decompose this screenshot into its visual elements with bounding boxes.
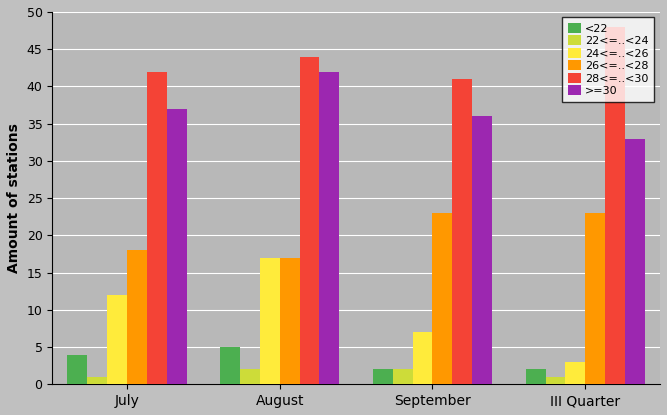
Y-axis label: Amount of stations: Amount of stations (7, 123, 21, 273)
Bar (319, 71, 340, 384)
Bar (240, 369, 260, 384)
Bar (373, 369, 393, 384)
Bar (167, 109, 187, 384)
Bar (147, 71, 167, 384)
Bar (127, 250, 147, 384)
Bar (472, 116, 492, 384)
Bar (432, 213, 452, 384)
Bar (67, 354, 87, 384)
Bar (393, 369, 413, 384)
Bar (107, 295, 127, 384)
Bar (299, 56, 319, 384)
Legend: <22, 22<=..<24, 24<=..<26, 26<=..<28, 28<=..<30, >=30: <22, 22<=..<24, 24<=..<26, 26<=..<28, 28… (562, 17, 654, 102)
Bar (625, 139, 645, 384)
Bar (452, 79, 472, 384)
Bar (585, 213, 605, 384)
Bar (566, 362, 585, 384)
Bar (220, 347, 240, 384)
Bar (605, 27, 625, 384)
Bar (279, 258, 299, 384)
Bar (413, 332, 432, 384)
Bar (260, 258, 279, 384)
Bar (526, 369, 546, 384)
Bar (87, 377, 107, 384)
Bar (546, 377, 566, 384)
